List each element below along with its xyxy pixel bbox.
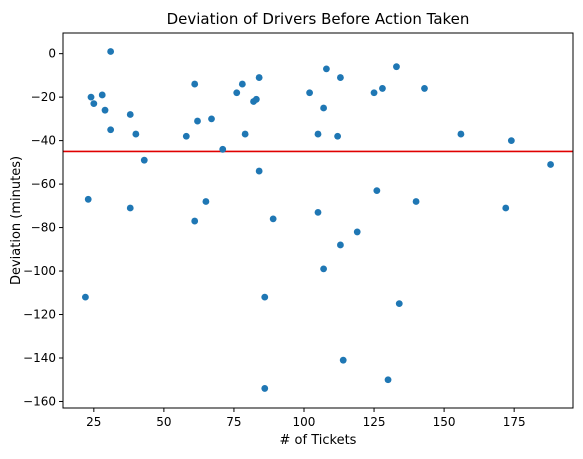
data-point bbox=[202, 198, 210, 205]
data-point bbox=[337, 241, 344, 249]
data-point bbox=[252, 95, 260, 103]
data-point bbox=[98, 91, 106, 99]
y-tick-label: −120 bbox=[23, 308, 56, 322]
data-point bbox=[353, 228, 361, 236]
data-point bbox=[373, 187, 381, 195]
data-point bbox=[191, 217, 199, 225]
data-point bbox=[101, 106, 109, 114]
data-point bbox=[261, 293, 269, 301]
x-tick-label: 100 bbox=[293, 415, 316, 429]
data-point bbox=[269, 215, 277, 223]
data-point bbox=[84, 195, 92, 203]
x-tick-label: 75 bbox=[226, 415, 241, 429]
y-axis-label: Deviation (minutes) bbox=[9, 156, 24, 285]
data-point bbox=[334, 132, 342, 140]
data-point bbox=[370, 89, 378, 97]
data-point bbox=[314, 208, 322, 216]
data-point bbox=[384, 376, 392, 384]
data-point bbox=[219, 145, 227, 153]
data-point bbox=[412, 198, 420, 205]
data-point bbox=[241, 130, 249, 138]
y-tick-label: 0 bbox=[48, 47, 56, 61]
y-tick-label: −40 bbox=[31, 134, 56, 148]
data-point bbox=[238, 80, 246, 88]
data-point bbox=[107, 126, 115, 134]
y-tick-label: −160 bbox=[23, 394, 56, 408]
data-point bbox=[323, 65, 330, 73]
y-tick-label: −60 bbox=[31, 177, 56, 191]
data-point bbox=[337, 74, 344, 81]
data-point bbox=[339, 356, 347, 364]
data-point bbox=[255, 167, 263, 175]
data-point bbox=[421, 85, 428, 92]
x-tick-label: 50 bbox=[156, 415, 171, 429]
data-point bbox=[393, 63, 400, 71]
data-point bbox=[507, 137, 515, 145]
data-point bbox=[314, 130, 322, 138]
data-point bbox=[233, 89, 241, 97]
data-point bbox=[182, 132, 190, 140]
y-tick-label: −140 bbox=[23, 351, 56, 365]
data-point bbox=[126, 204, 134, 212]
data-point bbox=[457, 130, 465, 138]
data-point bbox=[379, 85, 386, 92]
data-point bbox=[126, 111, 134, 118]
data-point bbox=[395, 300, 403, 308]
plot-area-frame bbox=[62, 32, 574, 409]
data-point bbox=[255, 74, 263, 81]
data-point bbox=[261, 385, 269, 392]
data-point bbox=[208, 115, 215, 123]
data-point bbox=[502, 204, 510, 212]
data-point bbox=[82, 293, 89, 301]
data-point bbox=[547, 161, 554, 168]
data-point bbox=[132, 130, 140, 138]
x-axis-label: # of Tickets bbox=[280, 433, 357, 448]
y-axis-ticks: 0 −20 −40 −60 −80 −100 −120 −140 −160 bbox=[23, 47, 63, 408]
data-point bbox=[194, 117, 201, 125]
data-point bbox=[191, 80, 199, 88]
x-tick-label: 25 bbox=[86, 415, 101, 429]
y-tick-label: −20 bbox=[31, 90, 56, 104]
x-axis-ticks: 25 50 75 100 125 150 175 bbox=[86, 408, 526, 429]
x-tick-label: 175 bbox=[503, 415, 526, 429]
data-point bbox=[87, 93, 95, 101]
data-point bbox=[140, 156, 148, 164]
data-point bbox=[107, 48, 115, 55]
data-points bbox=[82, 48, 554, 392]
x-tick-label: 150 bbox=[433, 415, 456, 429]
data-point bbox=[320, 104, 328, 112]
data-point bbox=[306, 89, 313, 97]
chart-title: Deviation of Drivers Before Action Taken bbox=[167, 10, 470, 28]
y-tick-label: −80 bbox=[31, 221, 56, 235]
data-point bbox=[90, 100, 98, 108]
y-tick-label: −100 bbox=[23, 264, 56, 278]
data-point bbox=[320, 265, 328, 273]
x-tick-label: 125 bbox=[363, 415, 386, 429]
